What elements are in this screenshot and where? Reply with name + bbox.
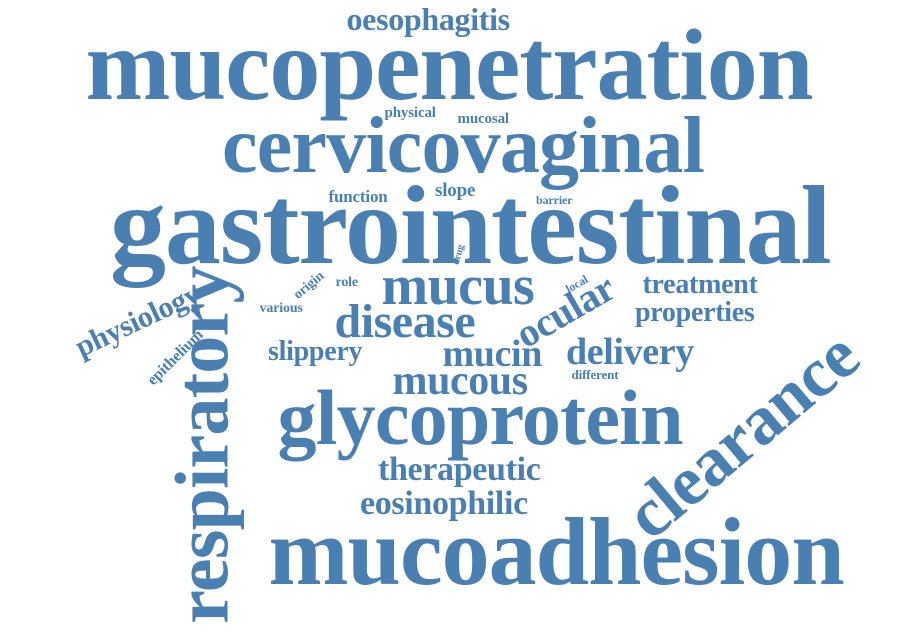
- word-delivery: delivery: [566, 331, 694, 373]
- word-oesophagitis: oesophagitis: [346, 1, 511, 37]
- word-barrier: barrier: [536, 193, 573, 207]
- word-disease: disease: [334, 295, 476, 348]
- word-function: function: [328, 186, 388, 206]
- word-mucus: mucus: [381, 255, 535, 317]
- word-mucin: mucin: [442, 333, 543, 375]
- word-slippery: slippery: [268, 336, 363, 367]
- word-different: different: [571, 366, 619, 382]
- word-mucosal: mucosal: [457, 110, 510, 127]
- word-mucous: mucous: [392, 358, 529, 404]
- word-therapeutic: therapeutic: [378, 451, 541, 488]
- word-cervicovaginal: cervicovaginal: [222, 102, 705, 190]
- word-gastrointestinal: gastrointestinal: [110, 164, 832, 288]
- word-treatment: treatment: [642, 269, 758, 300]
- word-glycoprotein: glycoprotein: [277, 374, 684, 461]
- word-mucoadhesion: mucoadhesion: [268, 498, 845, 605]
- word-eosinophilic: eosinophilic: [360, 485, 528, 522]
- word-properties: properties: [635, 297, 755, 328]
- word-physical: physical: [384, 104, 436, 121]
- word-role: role: [335, 275, 359, 290]
- word-slope: slope: [435, 179, 476, 201]
- word-various: various: [259, 301, 304, 316]
- word-mucopenetration: mucopenetration: [85, 9, 814, 122]
